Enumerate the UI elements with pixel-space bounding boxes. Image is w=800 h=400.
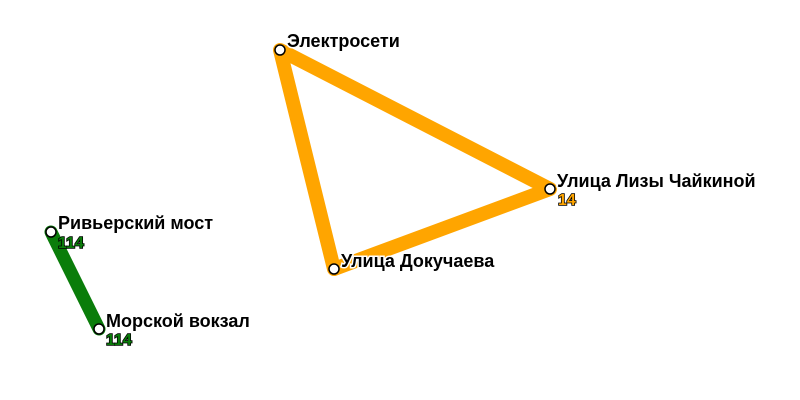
route-badge-114-riverskiy: 114 [58, 235, 84, 252]
stop-marker-riverskiy-most[interactable] [45, 226, 57, 238]
stop-marker-dokuchaeva[interactable] [328, 263, 340, 275]
route-badge-14: 14 [558, 192, 576, 209]
stop-label-lizy-chaikinoy: Улица Лизы Чайкиной [557, 171, 756, 191]
route-badge-114-morskoy: 114 [106, 332, 132, 349]
stop-label-riverskiy-most: Ривьерский мост [58, 213, 213, 233]
stop-label-dokuchaeva: Улица Докучаева [341, 251, 495, 271]
route-14-line[interactable] [273, 43, 557, 276]
route-114-path[interactable] [44, 225, 106, 336]
route-114-line[interactable] [44, 225, 106, 336]
stop-marker-morskoy-vokzal[interactable] [93, 323, 105, 335]
stop-marker-elektroseti[interactable] [274, 44, 286, 56]
stop-label-elektroseti: Электросети [287, 31, 400, 51]
route-14-path[interactable] [273, 43, 557, 276]
stop-marker-lizy-chaikinoy[interactable] [544, 183, 556, 195]
stop-label-morskoy-vokzal: Морской вокзал [106, 311, 250, 331]
